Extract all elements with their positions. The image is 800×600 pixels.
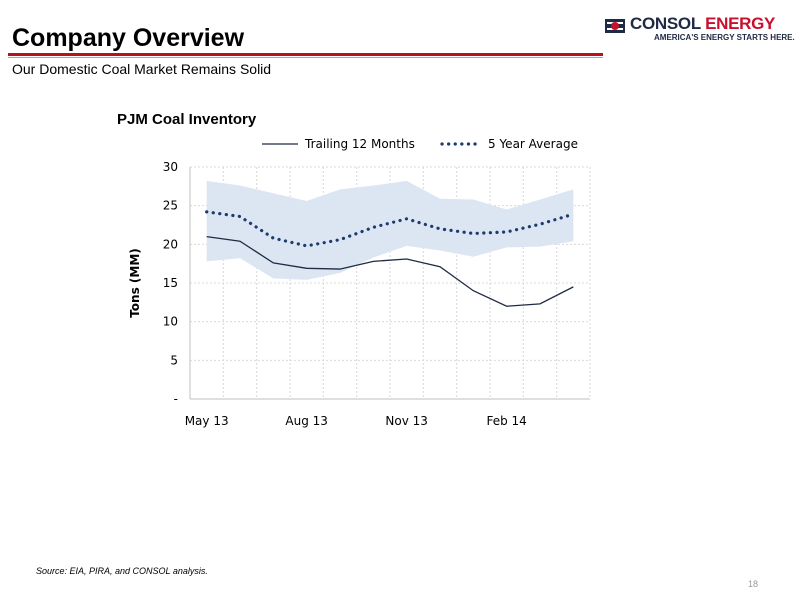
y-tick-label: 10	[163, 315, 178, 329]
y-tick-label: 15	[163, 276, 178, 290]
x-tick-label: Nov 13	[385, 414, 428, 428]
logo-tagline: AMERICA'S ENERGY STARTS HERE.	[654, 33, 795, 42]
five-year-range-band	[206, 180, 574, 280]
range-band-layer	[206, 180, 574, 280]
logo-wordmark: CONSOL ENERGY	[630, 14, 775, 34]
y-tick-label: 25	[163, 199, 178, 213]
y-tick-label: 30	[163, 160, 178, 174]
logo-wordmark-consol: CONSOL	[630, 14, 701, 33]
legend-label-trailing-12-months: Trailing 12 Months	[304, 137, 415, 151]
legend-label-five-year-average: 5 Year Average	[488, 137, 578, 151]
chart-axes: - 5 10 15 20 25 30 May 13 Aug 13 Nov 13 Feb 14 Tons…	[128, 160, 590, 428]
series-line-five-year-average	[205, 210, 575, 248]
x-tick-label: May 13	[185, 414, 229, 428]
x-tick-label: Aug 13	[285, 414, 328, 428]
y-axis-label: Tons (MM)	[128, 248, 142, 318]
y-tick-label: 20	[163, 237, 178, 251]
chart-legend: Trailing 12 Months 5 Year Average	[262, 137, 578, 151]
page-subtitle: Our Domestic Coal Market Remains Solid	[12, 61, 272, 77]
page-number: 18	[748, 579, 759, 589]
logo-wordmark-energy: ENERGY	[705, 14, 776, 33]
consol-flame-icon	[605, 19, 625, 33]
y-tick-label: -	[174, 392, 178, 406]
chart-title: PJM Coal Inventory	[117, 111, 257, 128]
series-layer	[205, 210, 575, 307]
title-underline-shadow	[8, 57, 603, 58]
x-tick-label: Feb 14	[486, 414, 526, 428]
y-tick-label: 5	[170, 353, 178, 367]
page-title: Company Overview	[12, 24, 245, 52]
consol-energy-logo: CONSOL ENERGY AMERICA'S ENERGY STARTS HE…	[604, 14, 795, 44]
title-underline	[8, 53, 603, 56]
series-line-trailing-12-months	[206, 235, 574, 307]
source-note: Source: EIA, PIRA, and CONSOL analysis.	[36, 566, 208, 576]
